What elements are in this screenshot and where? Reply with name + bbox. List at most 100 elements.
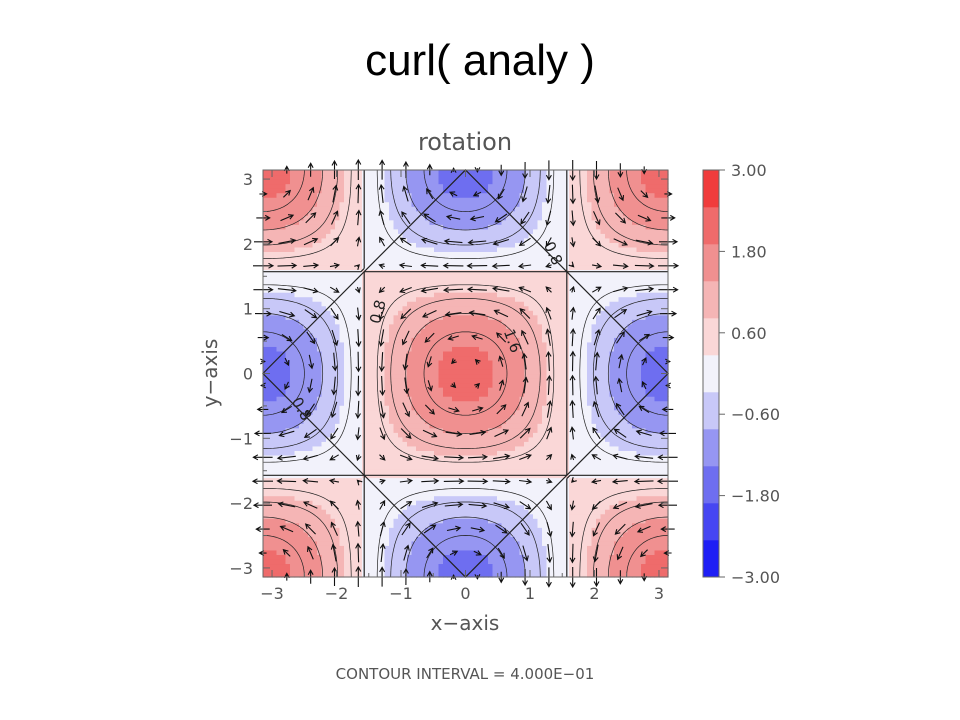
field-cell xyxy=(456,251,462,257)
field-cell xyxy=(272,179,278,185)
field-cell xyxy=(384,518,390,524)
field-cell xyxy=(411,301,417,307)
field-cell xyxy=(353,251,359,257)
field-cell xyxy=(348,540,354,546)
field-cell xyxy=(447,224,453,230)
field-cell xyxy=(303,278,309,284)
field-cell xyxy=(366,219,372,225)
field-cell xyxy=(492,323,498,329)
field-cell xyxy=(389,518,395,524)
field-cell xyxy=(263,174,269,180)
field-cell xyxy=(276,405,282,411)
field-cell xyxy=(488,382,494,388)
field-cell xyxy=(461,350,467,357)
field-cell xyxy=(416,170,422,176)
field-cell xyxy=(492,504,498,510)
field-cell xyxy=(501,572,507,578)
field-cell xyxy=(465,500,471,506)
field-cell xyxy=(290,486,296,492)
field-cell xyxy=(470,558,476,565)
field-cell xyxy=(308,477,314,483)
field-cell xyxy=(398,454,404,461)
field-cell xyxy=(420,500,426,506)
field-cell xyxy=(501,450,507,456)
field-cell xyxy=(416,495,422,501)
field-cell xyxy=(335,192,341,198)
field-cell xyxy=(285,445,291,451)
field-cell xyxy=(488,224,494,230)
field-cell xyxy=(474,319,480,325)
field-cell xyxy=(425,491,431,497)
field-cell xyxy=(321,233,327,239)
field-cell xyxy=(290,188,296,194)
field-cell xyxy=(425,301,431,307)
field-cell xyxy=(470,350,476,357)
field-cell xyxy=(312,486,318,492)
field-cell xyxy=(501,509,507,515)
field-cell xyxy=(344,242,350,248)
field-cell xyxy=(317,540,323,546)
field-cell xyxy=(398,563,404,569)
field-cell xyxy=(384,500,390,506)
field-cell xyxy=(434,301,440,307)
field-cell xyxy=(321,228,327,234)
field-cell xyxy=(263,531,269,537)
field-cell xyxy=(425,567,431,574)
field-cell xyxy=(272,264,278,271)
field-cell xyxy=(416,188,422,194)
field-cell xyxy=(276,174,282,180)
field-cell xyxy=(353,500,359,506)
field-cell xyxy=(330,278,336,284)
field-cell xyxy=(389,567,395,574)
field-cell xyxy=(402,540,408,546)
field-cell xyxy=(398,400,404,406)
field-cell xyxy=(497,314,503,320)
field-cell xyxy=(281,441,287,447)
field-cell xyxy=(420,567,426,574)
field-cell xyxy=(276,368,282,375)
field-cell xyxy=(339,500,345,506)
field-cell xyxy=(402,192,408,198)
field-cell xyxy=(470,283,476,289)
field-cell xyxy=(303,554,309,560)
field-cell xyxy=(326,495,332,501)
field-cell xyxy=(326,188,332,194)
field-cell xyxy=(492,201,498,207)
field-cell xyxy=(488,237,494,243)
field-cell xyxy=(348,468,354,474)
field-cell xyxy=(411,174,417,180)
field-cell xyxy=(465,197,471,203)
field-cell xyxy=(366,527,372,533)
field-cell xyxy=(411,305,417,311)
field-cell xyxy=(375,491,381,497)
field-cell xyxy=(479,260,485,266)
field-cell xyxy=(488,255,494,262)
field-cell xyxy=(326,567,332,574)
field-cell xyxy=(321,341,327,347)
field-cell xyxy=(303,364,309,370)
field-cell xyxy=(389,237,395,243)
field-cell xyxy=(483,504,489,510)
field-cell xyxy=(407,355,413,361)
field-cell xyxy=(461,332,467,338)
field-cell xyxy=(389,350,395,357)
field-cell xyxy=(389,368,395,375)
field-cell xyxy=(447,536,453,542)
field-cell xyxy=(290,350,296,357)
field-cell xyxy=(375,477,381,483)
field-cell xyxy=(393,215,399,221)
field-cell xyxy=(308,183,314,189)
field-cell xyxy=(299,509,305,515)
field-cell xyxy=(371,346,377,352)
field-cell xyxy=(425,219,431,225)
field-cell xyxy=(371,219,377,225)
field-cell xyxy=(276,332,282,338)
field-cell xyxy=(321,260,327,266)
field-cell xyxy=(452,450,458,456)
field-cell xyxy=(438,319,444,325)
field-cell xyxy=(299,445,305,451)
field-cell xyxy=(290,359,296,366)
field-cell xyxy=(420,522,426,528)
field-cell xyxy=(465,378,471,384)
field-cell xyxy=(501,323,507,329)
